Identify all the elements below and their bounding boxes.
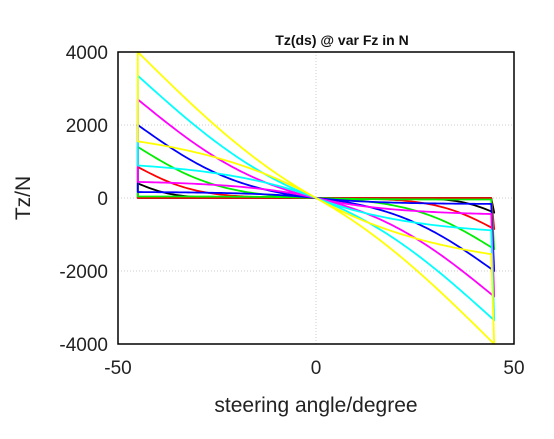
- x-axis-label: steering angle/degree: [214, 394, 417, 417]
- y-tick-4000: 4000: [66, 43, 108, 64]
- y-tick-minus-4000: -4000: [59, 335, 108, 356]
- x-tick-0: 0: [311, 358, 322, 379]
- x-tick-50: 50: [503, 358, 524, 379]
- y-axis-label: Tz/N: [12, 176, 35, 220]
- series-group: [136, 51, 496, 345]
- chart-title: Tz(ds) @ var Fz in N: [275, 32, 408, 48]
- y-tick-0: 0: [97, 189, 108, 210]
- plot-frame: [117, 51, 515, 345]
- series-line-6: [136, 51, 496, 345]
- x-tick-minus-50: -50: [104, 358, 131, 379]
- y-tick-minus-2000: -2000: [59, 262, 108, 283]
- y-tick-2000: 2000: [66, 116, 108, 137]
